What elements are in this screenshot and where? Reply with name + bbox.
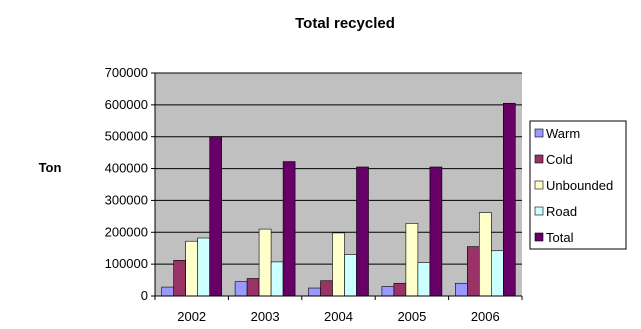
- x-tick-label: 2003: [251, 309, 280, 324]
- y-tick-label: 100000: [105, 256, 148, 271]
- legend-swatch: [534, 128, 544, 138]
- y-tick-label: 300000: [105, 192, 148, 207]
- bar-total: [209, 136, 222, 297]
- axes: 0 100000 200000 300000 400000 500000 600000 700…: [105, 65, 523, 324]
- y-tick-label: 500000: [105, 129, 148, 144]
- bar-total: [502, 102, 516, 297]
- legend-swatch: [534, 180, 544, 190]
- bar-warm: [234, 281, 248, 297]
- legend-label: Road: [546, 204, 577, 219]
- x-tick-label: 2005: [397, 309, 426, 324]
- bar-total: [282, 161, 296, 297]
- y-tick-label: 400000: [105, 161, 148, 176]
- legend-swatch: [534, 154, 544, 164]
- bar-cold: [173, 260, 186, 297]
- bar-cold: [466, 246, 480, 297]
- y-tick-label: 0: [141, 288, 148, 303]
- bar-unbounded: [332, 232, 345, 297]
- x-tick-label: 2002: [177, 309, 206, 324]
- bar-warm: [454, 282, 468, 297]
- bar-cold: [246, 278, 260, 297]
- bar-total: [429, 166, 443, 297]
- bar-unbounded: [258, 228, 272, 297]
- bar-road: [417, 262, 431, 297]
- legend-swatch: [534, 232, 544, 242]
- x-tick-label: 2004: [324, 309, 353, 324]
- y-tick-label: 600000: [105, 97, 148, 112]
- x-tick-label: 2006: [471, 309, 500, 324]
- bar-cold: [393, 282, 407, 297]
- bar-warm: [381, 286, 395, 297]
- bar-unbounded: [405, 223, 419, 297]
- legend-label: Cold: [546, 152, 573, 167]
- bar-total: [356, 166, 369, 297]
- bar-warm: [161, 286, 174, 297]
- bar-unbounded: [478, 212, 492, 297]
- y-axis-title: Ton: [39, 160, 62, 175]
- y-tick-label: 200000: [105, 224, 148, 239]
- legend-label: Total: [546, 230, 574, 245]
- bar-unbounded: [185, 240, 198, 297]
- bar-road: [197, 237, 210, 297]
- chart-title: Total recycled: [295, 15, 395, 32]
- bar-road: [344, 254, 357, 297]
- legend-label: Unbounded: [546, 178, 613, 193]
- legend-box: [529, 120, 627, 250]
- legend: Warm Cold Unbounded Road Total: [529, 120, 627, 250]
- bar-warm: [308, 287, 321, 297]
- legend-swatch: [534, 206, 544, 216]
- bar-road: [270, 261, 284, 297]
- bar-cold: [320, 280, 333, 297]
- y-tick-label: 700000: [105, 65, 148, 80]
- bars: [161, 102, 516, 297]
- legend-label: Warm: [546, 126, 580, 141]
- bar-road: [490, 250, 504, 297]
